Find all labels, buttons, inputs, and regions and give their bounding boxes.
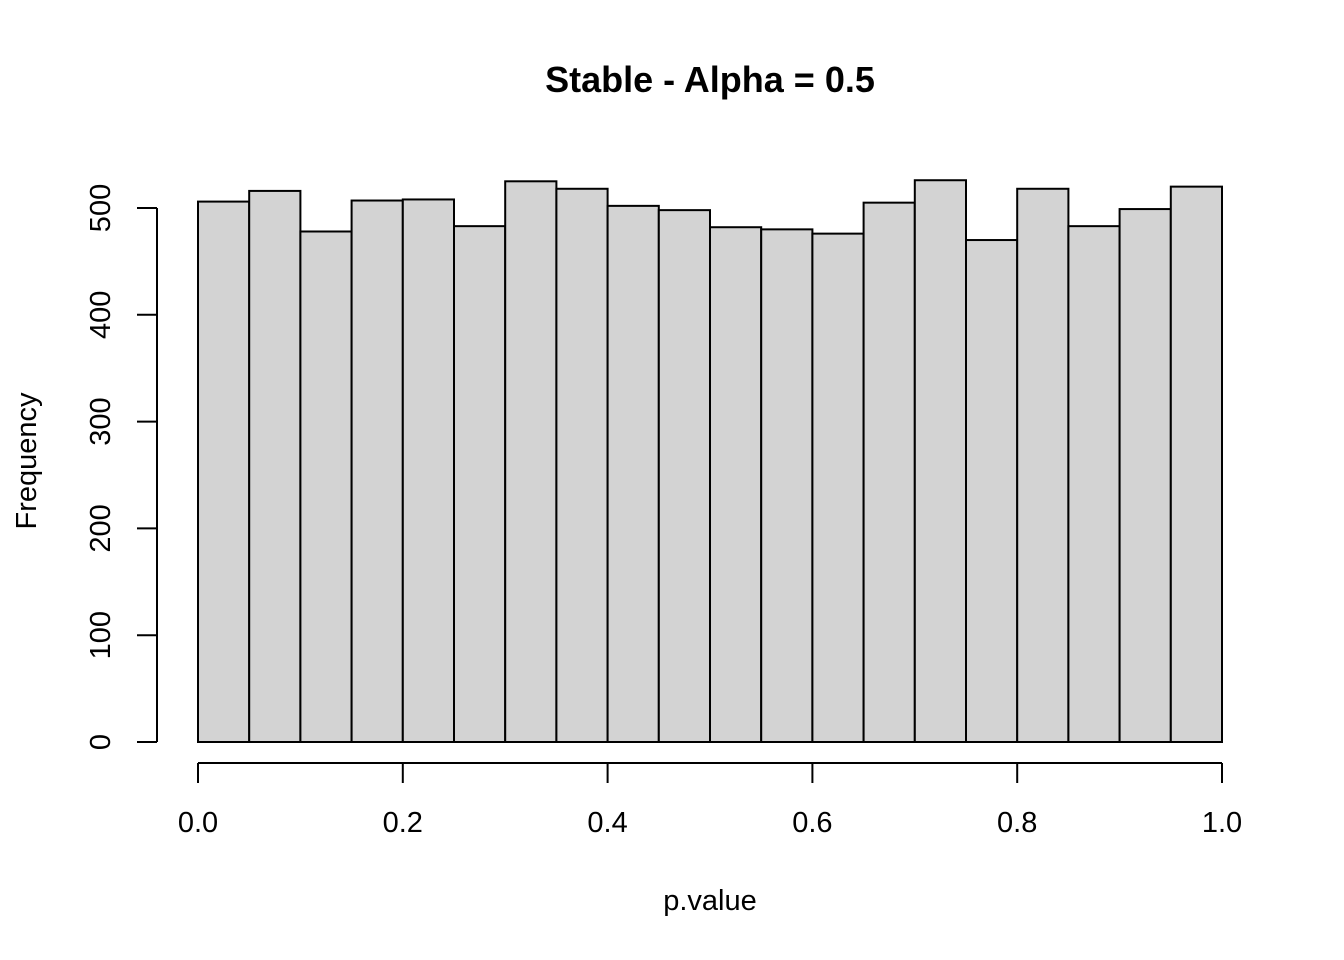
- x-tick-label: 0.6: [792, 807, 832, 839]
- histogram-bar: [606, 204, 660, 743]
- histogram-bar: [965, 239, 1019, 743]
- x-tick-label: 0.4: [587, 807, 627, 839]
- y-axis: 0 100 200 300 400 500: [85, 184, 158, 750]
- y-tick-label: 400: [85, 291, 117, 339]
- histogram-bar: [453, 225, 507, 743]
- chart-title: Stable - Alpha = 0.5: [545, 59, 875, 100]
- histogram-bar: [760, 228, 814, 744]
- y-tick-label: 200: [85, 504, 117, 552]
- bars-group: [197, 179, 1224, 744]
- x-axis: 0.0 0.2 0.4 0.6 0.8 1.0: [178, 762, 1242, 839]
- x-axis-label: p.value: [663, 885, 757, 917]
- histogram-bar: [1016, 187, 1070, 743]
- histogram-bar: [299, 230, 353, 743]
- histogram-bar: [709, 226, 763, 743]
- x-tick-label: 0.8: [997, 807, 1037, 839]
- histogram-bar: [350, 199, 404, 744]
- histogram-bar: [1118, 208, 1172, 743]
- y-tick-label: 0: [85, 734, 117, 750]
- y-tick-label: 300: [85, 397, 117, 445]
- x-tick-label: 0.2: [383, 807, 423, 839]
- histogram-bar: [504, 180, 558, 744]
- histogram-bar: [401, 198, 455, 743]
- histogram-bar: [811, 232, 865, 744]
- histogram-bar: [1169, 185, 1224, 743]
- y-tick-label: 100: [85, 611, 117, 659]
- x-tick-label: 1.0: [1202, 807, 1242, 839]
- histogram-bar: [862, 201, 916, 744]
- y-tick-label: 500: [85, 184, 117, 232]
- histogram-bar: [555, 187, 609, 743]
- histogram-bar: [1067, 225, 1121, 743]
- histogram-bar: [248, 189, 302, 744]
- histogram-bar: [657, 209, 711, 744]
- y-axis-label: Frequency: [11, 392, 43, 530]
- histogram-bar: [913, 179, 967, 743]
- histogram-bar: [197, 200, 251, 744]
- x-tick-label: 0.0: [178, 807, 218, 839]
